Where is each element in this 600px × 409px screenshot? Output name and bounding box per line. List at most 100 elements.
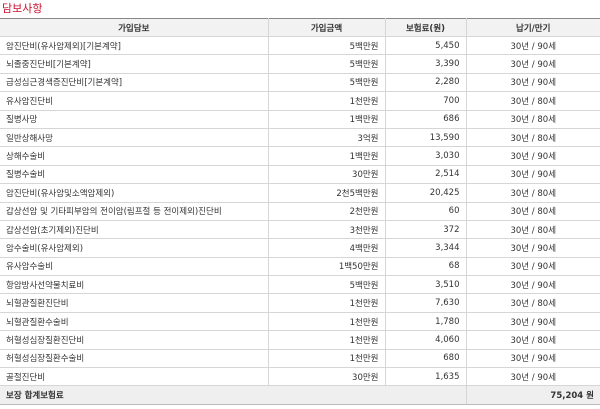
table-cell: 30년 / 90세	[465, 73, 600, 93]
table-cell: 13,590	[384, 128, 466, 148]
table-cell: 1백만원	[267, 110, 385, 129]
table-cell: 30년 / 90세	[465, 36, 600, 56]
table-cell: 3,510	[384, 275, 466, 295]
table-cell: 5백만원	[267, 54, 385, 74]
header-cell: 가입금액	[267, 18, 385, 37]
table-cell: 20,425	[384, 183, 466, 203]
table-cell: 700	[384, 91, 466, 111]
table-cell: 5백만원	[267, 36, 385, 56]
table-row: 암진단비(유사암제외)[기본계약] 5백만원 5,450 30년 / 90세	[0, 36, 600, 56]
table-cell: 골절진단비	[0, 367, 268, 387]
table-row: 유사암진단비 1천만원 700 30년 / 80세	[0, 91, 600, 111]
table-row: 항암방사선약물치료비 5백만원 3,510 30년 / 90세	[0, 275, 600, 295]
table-cell: 1천만원	[267, 312, 385, 332]
table-cell: 30년 / 80세	[465, 128, 600, 148]
table-cell: 5백만원	[267, 73, 385, 93]
table-cell: 1,780	[384, 312, 466, 332]
table-cell: 질병수술비	[0, 165, 268, 185]
table-cell: 암진단비(유사암및소액암제외)	[0, 183, 268, 203]
table-cell: 30년 / 90세	[465, 312, 600, 332]
table-cell: 2천5백만원	[267, 183, 385, 203]
table-cell: 30년 / 80세	[465, 330, 600, 350]
table-row: 허혈성심장질환수술비 1천만원 680 30년 / 90세	[0, 349, 600, 369]
footer-label: 보장 합계보험료	[0, 385, 466, 406]
table-cell: 2,514	[384, 165, 466, 185]
table-cell: 3억원	[267, 128, 385, 148]
table-cell: 1천만원	[267, 91, 385, 111]
table-cell: 30년 / 90세	[465, 146, 600, 166]
table-cell: 30년 / 80세	[465, 293, 600, 313]
table-cell: 30년 / 80세	[465, 91, 600, 111]
header-cell: 보험료(원)	[384, 18, 466, 37]
table-cell: 질병사망	[0, 110, 268, 129]
table-cell: 뇌졸중진단비[기본계약]	[0, 54, 268, 74]
table-row: 유사암수술비 1백50만원 68 30년 / 90세	[0, 257, 600, 277]
section-title: 담보사항	[2, 2, 43, 15]
footer-total: 75,204 원	[465, 385, 600, 406]
table-cell: 30년 / 80세	[465, 202, 600, 221]
table-cell: 3,390	[384, 54, 466, 74]
table-row: 암수술비(유사암제외) 4백만원 3,344 30년 / 90세	[0, 238, 600, 258]
table-cell: 항암방사선약물치료비	[0, 275, 268, 295]
table-cell: 1천만원	[267, 293, 385, 313]
table-row: 갑상선암(초기제외)진단비 3천만원 372 30년 / 80세	[0, 220, 600, 240]
header-row: 가입담보 가입금액 보험료(원) 납기/만기	[0, 18, 600, 37]
table-cell: 30년 / 90세	[465, 275, 600, 295]
table-cell: 3,344	[384, 238, 466, 258]
table-row: 급성심근경색증진단비[기본계약] 5백만원 2,280 30년 / 90세	[0, 73, 600, 93]
table-cell: 4백만원	[267, 238, 385, 258]
table-cell: 30년 / 80세	[465, 220, 600, 240]
coverage-table: 가입담보 가입금액 보험료(원) 납기/만기 암진단비(유사암제외)[기본계약] 5백만…	[0, 18, 600, 406]
table-cell: 1백만원	[267, 146, 385, 166]
table-row: 상해수술비 1백만원 3,030 30년 / 90세	[0, 146, 600, 166]
table-row: 질병사망 1백만원 686 30년 / 80세	[0, 110, 600, 129]
table-cell: 뇌혈관질환수술비	[0, 312, 268, 332]
footer-row: 보장 합계보험료 75,204 원	[0, 385, 600, 406]
table-cell: 372	[384, 220, 466, 240]
table-cell: 유사암진단비	[0, 91, 268, 111]
table-body: 암진단비(유사암제외)[기본계약] 5백만원 5,450 30년 / 90세 뇌졸중진단…	[0, 36, 600, 387]
table-cell: 7,630	[384, 293, 466, 313]
table-cell: 1천만원	[267, 330, 385, 350]
table-cell: 30년 / 90세	[465, 54, 600, 74]
table-cell: 30년 / 90세	[465, 349, 600, 369]
header-cell: 납기/만기	[465, 18, 600, 37]
table-row: 뇌혈관질환수술비 1천만원 1,780 30년 / 90세	[0, 312, 600, 332]
table-row: 갑상선암 및 기타피부암의 전이암(림프절 등 전이제외)진단비 2천만원 60 30…	[0, 202, 600, 221]
table-cell: 30년 / 90세	[465, 238, 600, 258]
table-cell: 갑상선암(초기제외)진단비	[0, 220, 268, 240]
header-cell: 가입담보	[0, 18, 268, 37]
table-cell: 30년 / 90세	[465, 367, 600, 387]
table-row: 허혈성심장질환진단비 1천만원 4,060 30년 / 80세	[0, 330, 600, 350]
table-row: 질병수술비 30만원 2,514 30년 / 90세	[0, 165, 600, 185]
table-cell: 뇌혈관질환진단비	[0, 293, 268, 313]
table-cell: 허혈성심장질환수술비	[0, 349, 268, 369]
table-cell: 암진단비(유사암제외)[기본계약]	[0, 36, 268, 56]
table-cell: 680	[384, 349, 466, 369]
table-cell: 3,030	[384, 146, 466, 166]
table-cell: 4,060	[384, 330, 466, 350]
table-cell: 30년 / 90세	[465, 257, 600, 277]
table-cell: 일반상해사망	[0, 128, 268, 148]
table-cell: 686	[384, 110, 466, 129]
table-cell: 1,635	[384, 367, 466, 387]
table-row: 뇌혈관질환진단비 1천만원 7,630 30년 / 80세	[0, 293, 600, 313]
table-cell: 30만원	[267, 165, 385, 185]
table-cell: 30만원	[267, 367, 385, 387]
table-cell: 30년 / 90세	[465, 165, 600, 185]
table-cell: 5백만원	[267, 275, 385, 295]
table-row: 뇌졸중진단비[기본계약] 5백만원 3,390 30년 / 90세	[0, 54, 600, 74]
table-cell: 30년 / 80세	[465, 183, 600, 203]
table-row: 암진단비(유사암및소액암제외) 2천5백만원 20,425 30년 / 80세	[0, 183, 600, 203]
table-cell: 30년 / 80세	[465, 110, 600, 129]
table-cell: 5,450	[384, 36, 466, 56]
table-row: 골절진단비 30만원 1,635 30년 / 90세	[0, 367, 600, 387]
table-cell: 상해수술비	[0, 146, 268, 166]
table-cell: 1천만원	[267, 349, 385, 369]
table-row: 일반상해사망 3억원 13,590 30년 / 80세	[0, 128, 600, 148]
table-cell: 허혈성심장질환진단비	[0, 330, 268, 350]
table-cell: 2천만원	[267, 202, 385, 221]
table-cell: 유사암수술비	[0, 257, 268, 277]
table-cell: 60	[384, 202, 466, 221]
table-cell: 2,280	[384, 73, 466, 93]
